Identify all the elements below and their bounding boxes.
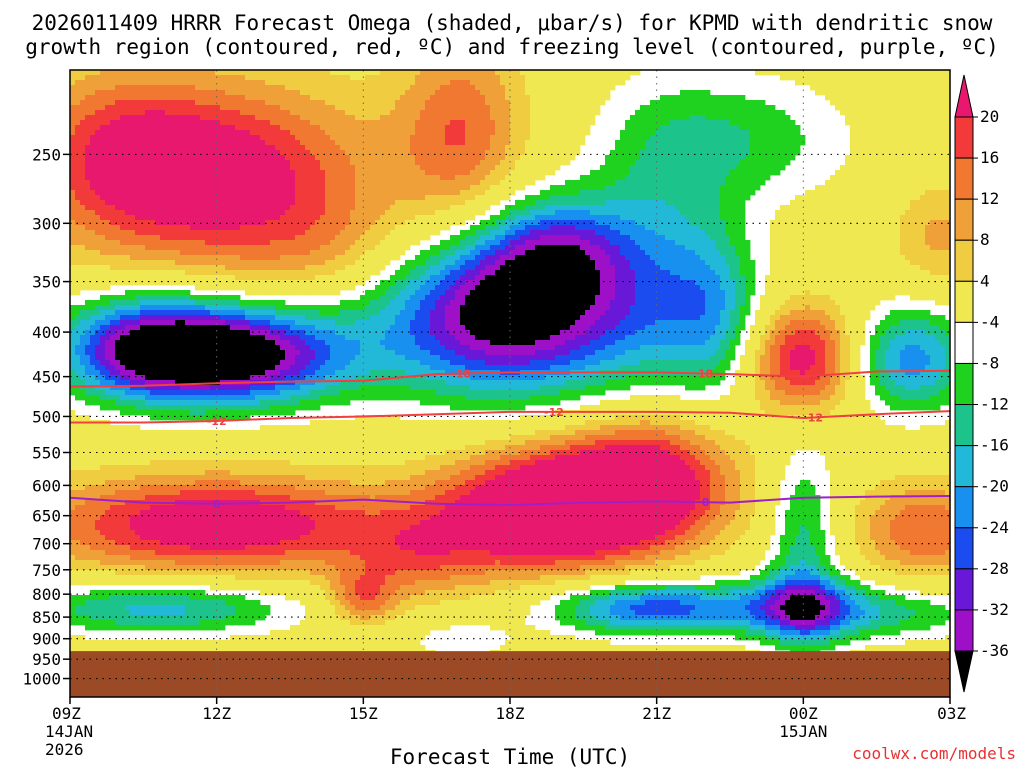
y-tick-label: 850 [32, 608, 61, 627]
colorbar-swatch [954, 239, 974, 282]
colorbar-swatch [954, 568, 974, 611]
y-tick-label: 450 [32, 368, 61, 387]
y-tick-label: 700 [32, 535, 61, 554]
y-tick-label: 400 [32, 323, 61, 342]
y-tick-label: 750 [32, 561, 61, 580]
colorbar-label: -28 [980, 559, 1009, 578]
y-tick-label: 600 [32, 476, 61, 495]
contour-label: -12 [544, 406, 564, 419]
contour-label: 0 [213, 498, 221, 511]
colorbar-label: 4 [980, 271, 990, 290]
colorbar-label: -24 [980, 518, 1009, 537]
colorbar-swatch [954, 609, 974, 652]
colorbar-label: 8 [980, 230, 990, 249]
colorbar-label: -8 [980, 353, 999, 372]
x-tick-label: 09Z [52, 704, 81, 723]
colorbar-label: -36 [980, 641, 1009, 660]
colorbar-label: -12 [980, 395, 1009, 414]
y-tick-label: 900 [32, 630, 61, 649]
below-ground-area [70, 651, 950, 697]
temperature-contours: -18 18 -12 -12 -12 0 0 [70, 368, 950, 511]
y-axis: 250 300 350 400 450 500 550 600 650 700 750 800 850 9… [22, 145, 70, 689]
chart-title-line1: 2026011409 HRRR Forecast Omega (shaded, … [32, 11, 993, 35]
x-tick-date-label: 14JAN [45, 722, 93, 741]
colorbar-label: 16 [980, 148, 999, 167]
x-tick-label: 00Z [789, 704, 818, 723]
colorbar: 20 16 12 8 4 -4 -8 -12 -16 -20 -24 -28 -32 -36 [954, 74, 1009, 693]
colorbar-swatch [954, 486, 974, 529]
colorbar-swatch [954, 157, 974, 200]
contour-label: -12 [207, 415, 227, 428]
x-tick-year-label: 2026 [45, 740, 84, 759]
y-tick-label: 1000 [22, 670, 61, 689]
colorbar-label: -4 [980, 312, 999, 331]
y-tick-label: 300 [32, 214, 61, 233]
x-tick-label: 15Z [349, 704, 378, 723]
y-tick-label: 950 [32, 650, 61, 669]
colorbar-label: -16 [980, 436, 1009, 455]
colorbar-bottom-arrow [954, 650, 974, 693]
y-tick-label: 250 [32, 145, 61, 164]
x-tick-label: 03Z [937, 704, 966, 723]
colorbar-swatch [954, 362, 974, 406]
colorbar-swatch [954, 527, 974, 570]
contour-label: -18 [451, 368, 471, 381]
x-tick-label: 21Z [642, 704, 671, 723]
colorbar-swatch [954, 321, 974, 364]
dgz-contour-line-1 [70, 410, 950, 424]
colorbar-label: 20 [980, 107, 999, 126]
contour-label: 18 [698, 368, 713, 381]
x-tick-date-label: 15JAN [779, 722, 827, 741]
contour-label: -12 [803, 411, 823, 424]
x-tick-label: 18Z [496, 704, 525, 723]
x-axis-label: Forecast Time (UTC) [390, 745, 630, 768]
y-tick-label: 350 [32, 273, 61, 292]
colorbar-label: -32 [980, 600, 1009, 619]
colorbar-swatch [954, 198, 974, 241]
y-tick-label: 800 [32, 585, 61, 604]
chart-title-line2: growth region (contoured, red, ºC) and f… [25, 35, 999, 59]
colorbar-swatch [954, 445, 974, 488]
colorbar-swatch [954, 116, 974, 159]
colorbar-swatch [954, 404, 974, 447]
source-credit: coolwx.com/models [852, 744, 1016, 763]
y-tick-label: 550 [32, 444, 61, 463]
y-tick-label: 500 [32, 407, 61, 426]
x-tick-label: 12Z [202, 704, 231, 723]
colorbar-swatch [954, 280, 974, 323]
dgz-contour-line-0 [70, 369, 950, 388]
colorbar-label: -20 [980, 477, 1009, 496]
y-tick-label: 650 [32, 507, 61, 526]
freezing-level-line [70, 495, 950, 507]
colorbar-label: 12 [980, 189, 999, 208]
contour-label: 0 [702, 496, 710, 509]
